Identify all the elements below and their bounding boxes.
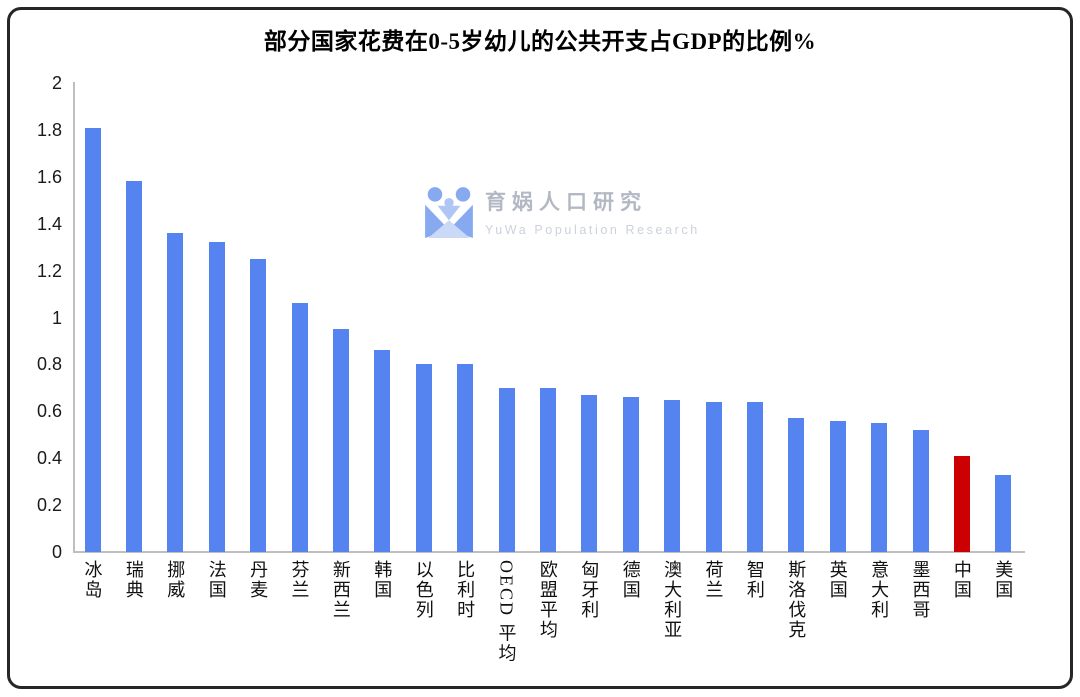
x-label-墨西哥: 墨西哥 xyxy=(910,560,931,620)
chart-frame: 部分国家花费在0-5岁幼儿的公共开支占GDP的比例% 0 0.2 0.4 0.6 0.8… xyxy=(7,7,1073,689)
x-label-挪威: 挪威 xyxy=(165,560,186,600)
bar-匈牙利 xyxy=(581,394,598,552)
y-tick-label: 1.4 xyxy=(36,213,62,234)
x-label-以色列: 以色列 xyxy=(413,560,434,620)
watermark: 育娲人口研究 YuWa Population Research xyxy=(423,185,700,239)
x-label-美国: 美国 xyxy=(993,560,1014,600)
y-tick-label: 0.8 xyxy=(36,354,62,375)
bar-比利时 xyxy=(457,364,474,552)
bar-意大利 xyxy=(871,423,888,552)
y-tick-label: 2 xyxy=(51,73,62,93)
x-label-法国: 法国 xyxy=(206,560,227,600)
bar-OECD 平均 xyxy=(498,387,515,552)
x-axis-line xyxy=(73,551,1025,553)
bar-丹麦 xyxy=(250,258,267,552)
x-label-冰岛: 冰岛 xyxy=(82,560,103,600)
y-tick-label: 1.8 xyxy=(36,119,62,140)
yuwa-logo-icon xyxy=(425,187,473,238)
bar-韩国 xyxy=(374,350,391,552)
plot-area: 0 0.2 0.4 0.6 0.8 1 1.2 1.4 1.6 1.8 2 冰岛 瑞典 挪威 法国 丹麦 芬兰… xyxy=(10,10,1070,686)
bar-芬兰 xyxy=(291,303,308,552)
bar-法国 xyxy=(208,242,225,552)
y-tick-label: 0.4 xyxy=(36,448,62,469)
watermark-text: 育娲人口研究 YuWa Population Research xyxy=(485,185,700,238)
y-tick-label: 1.2 xyxy=(36,260,62,281)
x-label-斯洛伐克: 斯洛伐克 xyxy=(786,560,807,640)
bar-挪威 xyxy=(167,233,184,552)
bar-新西兰 xyxy=(332,329,349,552)
bar-斯洛伐克 xyxy=(788,418,805,552)
x-label-芬兰: 芬兰 xyxy=(289,560,310,600)
x-label-丹麦: 丹麦 xyxy=(248,560,269,600)
y-tick-label: 1 xyxy=(51,307,62,328)
x-label-澳大利亚: 澳大利亚 xyxy=(662,560,683,640)
bar-以色列 xyxy=(415,364,432,552)
watermark-name-cn: 育娲人口研究 xyxy=(485,191,647,214)
x-label-意大利: 意大利 xyxy=(869,560,890,620)
x-label-OECD 平均: OECD 平均 xyxy=(496,560,517,664)
x-label-智利: 智利 xyxy=(744,560,765,600)
x-label-新西兰: 新西兰 xyxy=(330,560,351,620)
x-label-比利时: 比利时 xyxy=(455,560,476,620)
y-axis-line xyxy=(73,82,75,553)
y-tick-label: 0 xyxy=(51,542,62,562)
x-label-中国: 中国 xyxy=(951,560,972,600)
bar-墨西哥 xyxy=(912,430,929,552)
x-label-韩国: 韩国 xyxy=(372,560,393,600)
bar-美国 xyxy=(995,474,1012,552)
bar-英国 xyxy=(829,420,846,552)
y-tick-label: 0.6 xyxy=(36,401,62,422)
bar-冰岛 xyxy=(84,127,101,552)
chart-title: 部分国家花费在0-5岁幼儿的公共开支占GDP的比例% xyxy=(263,29,817,54)
bar-欧盟平均 xyxy=(539,387,556,552)
bar-荷兰 xyxy=(705,401,722,552)
x-label-荷兰: 荷兰 xyxy=(703,560,724,600)
bar-智利 xyxy=(746,401,763,552)
bar-中国 xyxy=(953,455,970,552)
y-tick-label: 1.6 xyxy=(36,166,62,187)
x-label-欧盟平均: 欧盟平均 xyxy=(537,560,558,640)
bar-瑞典 xyxy=(125,181,142,552)
bar-德国 xyxy=(622,397,639,552)
watermark-name-en: YuWa Population Research xyxy=(485,223,700,237)
x-label-英国: 英国 xyxy=(827,560,848,600)
x-label-瑞典: 瑞典 xyxy=(123,560,144,600)
x-label-匈牙利: 匈牙利 xyxy=(579,560,600,620)
bar-澳大利亚 xyxy=(664,399,681,552)
y-tick-label: 0.2 xyxy=(36,495,62,516)
x-label-德国: 德国 xyxy=(620,560,641,600)
